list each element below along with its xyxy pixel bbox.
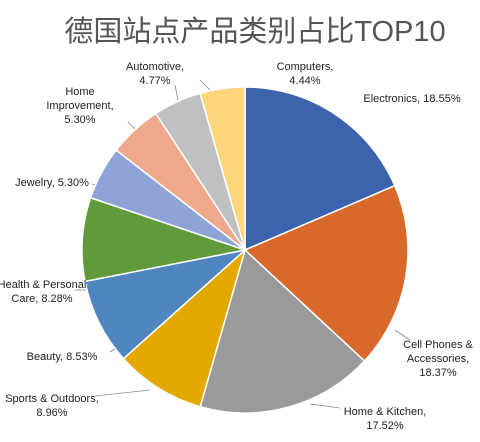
category-label: Cell Phones & Accessories, xyxy=(403,339,473,365)
data-label: Electronics, 18.55% xyxy=(357,92,467,106)
leader-line xyxy=(174,84,179,101)
value-label: 8.28% xyxy=(41,293,73,305)
pie-slice xyxy=(243,184,409,362)
value-label: 18.37% xyxy=(419,367,457,379)
pie-slice xyxy=(244,86,396,252)
pie-slice xyxy=(199,248,366,414)
data-label: Automotive, 4.77% xyxy=(110,60,200,88)
value-label: 5.30% xyxy=(64,114,96,126)
data-label: Health & Personal Care, 8.28% xyxy=(0,278,87,306)
leader-line xyxy=(394,329,411,341)
data-label: Computers, 4.44% xyxy=(260,60,350,88)
category-label: Home Improvement, xyxy=(46,86,114,112)
chart-title: 德国站点产品类别占比TOP10 xyxy=(64,16,446,48)
leader-line xyxy=(309,403,341,409)
value-label: 4.77% xyxy=(139,75,171,87)
data-label: Jewelry, 5.30% xyxy=(0,176,107,190)
leader-line xyxy=(94,389,151,397)
leader-line xyxy=(199,79,211,91)
pie-slice xyxy=(199,86,246,251)
category-label: Beauty, xyxy=(26,351,64,363)
category-label: Sports & Outdoors, xyxy=(5,393,99,405)
category-label: Electronics, xyxy=(363,93,421,105)
value-label: 8.96% xyxy=(36,407,68,419)
value-label: 18.55% xyxy=(423,93,461,105)
category-label: Home & Kitchen, xyxy=(343,406,427,418)
pie-slice xyxy=(122,247,247,408)
value-label: 17.52% xyxy=(366,420,404,432)
value-label: 4.44% xyxy=(289,75,321,87)
data-label: Home Improvement, 5.30% xyxy=(35,85,125,127)
data-label: Sports & Outdoors, 8.96% xyxy=(2,392,102,420)
data-label: Cell Phones & Accessories, 18.37% xyxy=(397,338,479,380)
category-label: Jewelry, xyxy=(15,177,55,189)
data-label: Beauty, 8.53% xyxy=(7,350,117,364)
value-label: 8.53% xyxy=(66,351,98,363)
value-label: 5.30% xyxy=(57,177,89,189)
category-label: Automotive, xyxy=(125,61,185,73)
category-label: Health & Personal Care, xyxy=(0,279,87,305)
data-label: Home & Kitchen, 17.52% xyxy=(330,405,440,433)
category-label: Computers, xyxy=(276,61,334,73)
pie-slice xyxy=(84,248,248,360)
